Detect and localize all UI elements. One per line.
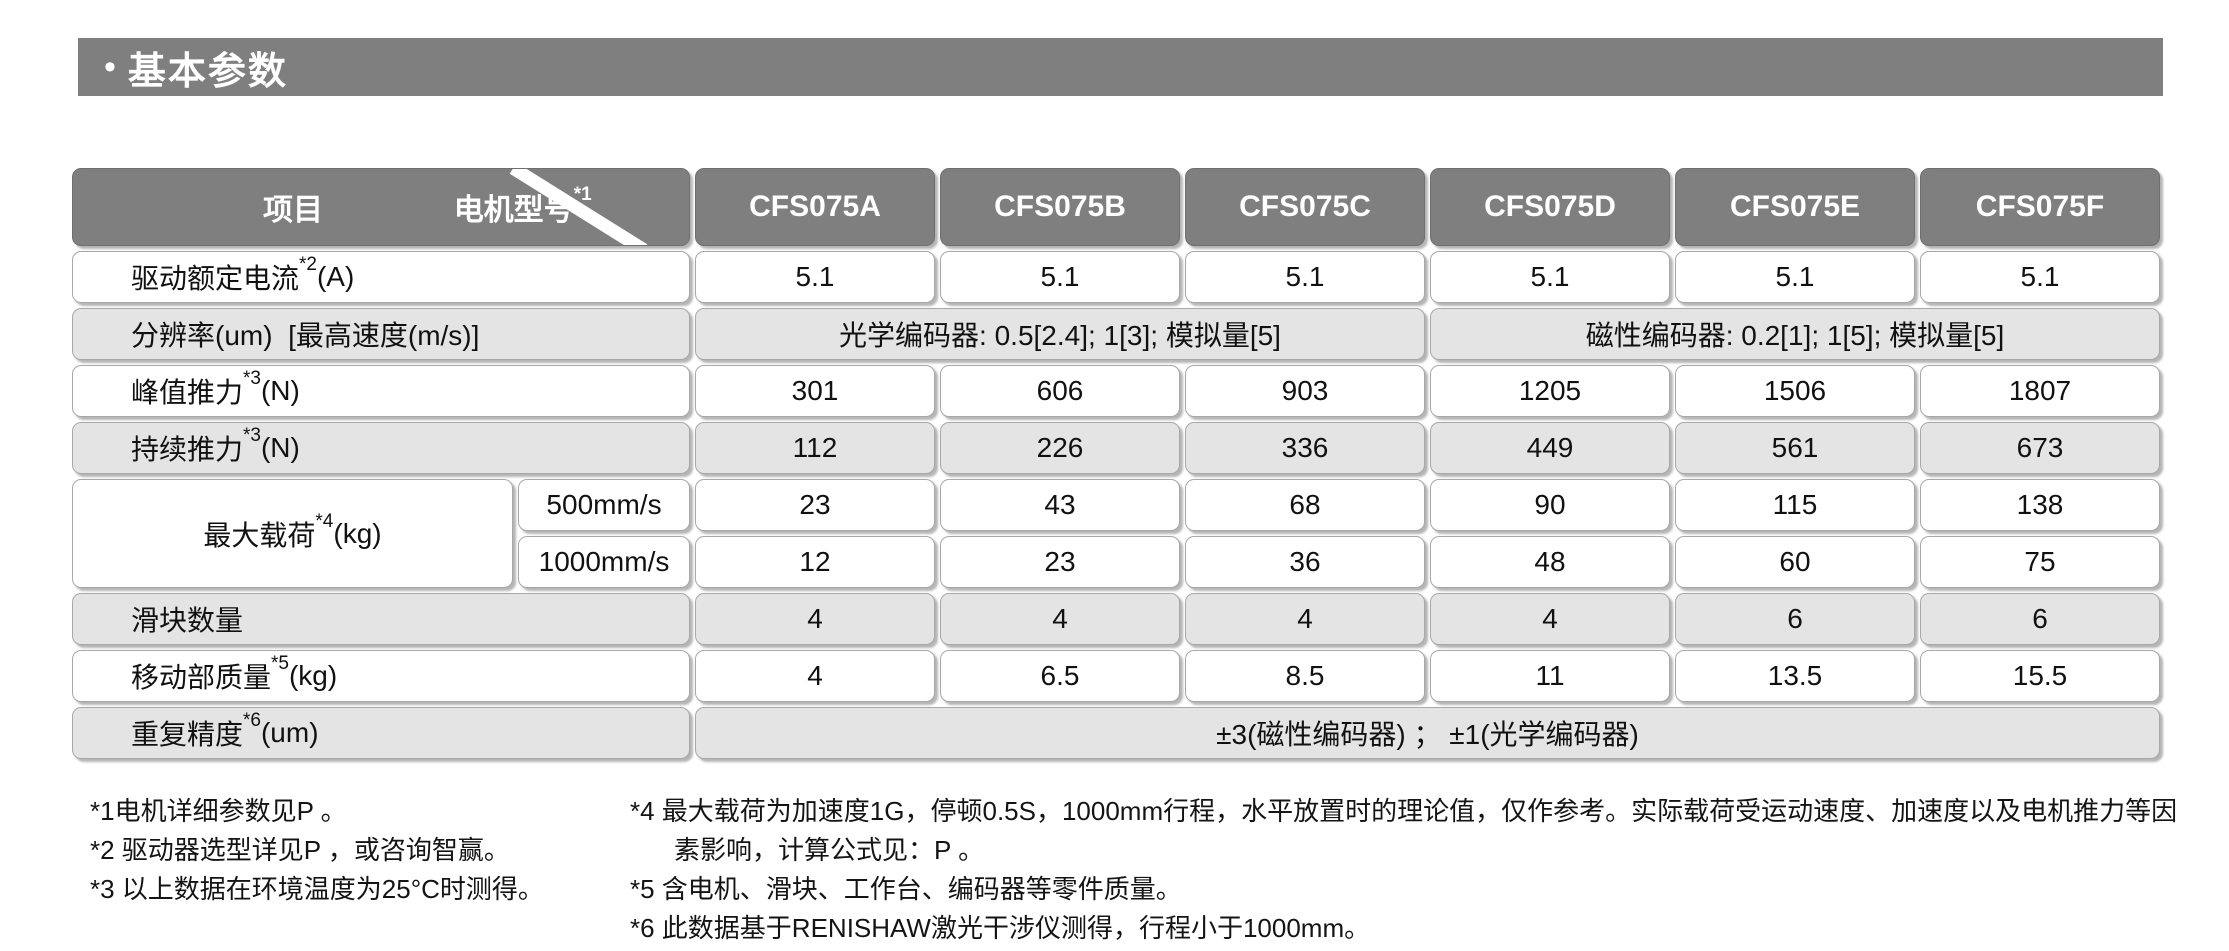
value-cell: 561 [1675,422,1915,474]
row-label-slider-count: 滑块数量 [72,593,690,645]
value-cell: 4 [1185,593,1425,645]
value-cell: 4 [695,650,935,702]
value-cell: 1205 [1430,365,1670,417]
value-cell: 606 [940,365,1180,417]
row-label-sup: *3 [243,368,261,389]
row-label-unit: (kg) [288,660,338,691]
value-cell-optical-encoder: 光学编码器: 0.5[2.4]; 1[3]; 模拟量[5] [695,308,1425,360]
row-label-sup: *6 [243,710,261,731]
value-cell: 115 [1675,479,1915,531]
value-cell: 36 [1185,536,1425,588]
row-label-text: 峰值推力 [131,377,244,408]
row-label-sup: *2 [299,254,317,275]
value-cell: 48 [1430,536,1670,588]
row-label-peak-thrust: 峰值推力 *3 (N) [72,365,690,417]
value-cell: 903 [1185,365,1425,417]
value-cell: 4 [1430,593,1670,645]
value-cell: 68 [1185,479,1425,531]
row-label-max-load: 最大载荷 *4 (kg) [72,479,513,588]
value-cell: 5.1 [1675,251,1915,303]
value-cell: 8.5 [1185,650,1425,702]
footnotes-right-column: *4 最大载荷为加速度1G，停顿0.5S，1000mm行程，水平放置时的理论值，… [630,792,2195,948]
column-header-cfs075b: CFS075B [940,168,1180,246]
value-cell: 13.5 [1675,650,1915,702]
row-label-text: 最大载荷 [203,519,316,551]
column-header-cfs075c: CFS075C [1185,168,1425,246]
value-cell: 301 [695,365,935,417]
corner-item-label: 项目 [263,194,323,227]
value-cell: 23 [940,536,1180,588]
value-cell: 6.5 [940,650,1180,702]
row-label-unit: (kg) [333,517,382,549]
value-cell: 1506 [1675,365,1915,417]
value-cell: 23 [695,479,935,531]
value-cell: 5.1 [1430,251,1670,303]
row-label-unit: (N) [260,375,300,406]
footnote-4: *4 最大载荷为加速度1G，停顿0.5S，1000mm行程，水平放置时的理论值，… [630,796,2178,865]
column-header-cfs075e: CFS075E [1675,168,1915,246]
value-cell: 138 [1920,479,2160,531]
row-label-resolution: 分辨率(um) [最高速度(m/s)] [72,308,690,360]
value-cell: 5.1 [940,251,1180,303]
title-bullet-icon: • [104,48,116,86]
row-label-sup: *5 [271,653,289,674]
row-label-text: 驱动额定电流 [131,263,300,294]
corner-header-cell: 项目 电机型号 *1 [72,168,690,246]
column-header-cfs075d: CFS075D [1430,168,1670,246]
row-label-text: 持续推力 [131,434,244,465]
row-label-continuous-thrust: 持续推力 *3 (N) [72,422,690,474]
sub-label-speed-1000: 1000mm/s [518,536,690,588]
footnote-6: *6 此数据基于RENISHAW激光干涉仪测得，行程小于1000mm。 [630,913,1371,943]
value-cell: 5.1 [695,251,935,303]
row-label-sup: *4 [315,510,334,532]
row-label-unit: (A) [316,261,355,292]
value-cell: 4 [940,593,1180,645]
value-cell: 226 [940,422,1180,474]
value-cell: 6 [1675,593,1915,645]
footnote-3: *3 以上数据在环境温度为25°C时测得。 [90,874,544,904]
value-cell: 4 [695,593,935,645]
value-cell: 5.1 [1920,251,2160,303]
row-label-repeatability: 重复精度 *6 (um) [72,707,690,759]
value-cell: 90 [1430,479,1670,531]
row-label-rated-current: 驱动额定电流 *2 (A) [72,251,690,303]
value-cell: 449 [1430,422,1670,474]
sub-label-speed-500: 500mm/s [518,479,690,531]
column-header-cfs075f: CFS075F [1920,168,2160,246]
value-cell-magnetic-encoder: 磁性编码器: 0.2[1]; 1[5]; 模拟量[5] [1430,308,2160,360]
page-title: 基本参数 [127,50,288,93]
footnotes-left-column: *1电机详细参数见P 。 *2 驱动器选型详见P ，或咨询智赢。 *3 以上数据… [90,792,630,909]
footnote-1: *1电机详细参数见P 。 [90,796,347,826]
value-cell: 12 [695,536,935,588]
value-cell: 336 [1185,422,1425,474]
row-label-text: 移动部质量 [131,662,272,693]
section-title-banner: • 基本参数 [78,38,2163,96]
row-label-text: 重复精度 [131,719,244,750]
value-cell: 673 [1920,422,2160,474]
value-cell: 15.5 [1920,650,2160,702]
value-cell: 112 [695,422,935,474]
value-cell: 43 [940,479,1180,531]
value-cell: 60 [1675,536,1915,588]
row-label-text: 分辨率(um) [最高速度(m/s)] [131,320,480,351]
value-cell: 1807 [1920,365,2160,417]
row-label-unit: (um) [260,717,319,748]
value-cell: 11 [1430,650,1670,702]
footnote-2: *2 驱动器选型详见P ，或咨询智赢。 [90,835,510,865]
value-cell: 6 [1920,593,2160,645]
column-header-cfs075a: CFS075A [695,168,935,246]
value-cell: 75 [1920,536,2160,588]
value-cell-repeatability: ±3(磁性编码器) ； ±1(光学编码器) [695,707,2160,759]
row-label-unit: (N) [260,432,300,463]
row-label-sup: *3 [243,425,261,446]
spec-table: 项目 电机型号 *1 CFS075A CFS075B CFS075C CFS075… [72,168,2160,759]
corner-model-sup: *1 [573,184,592,205]
footnotes: *1电机详细参数见P 。 *2 驱动器选型详见P ，或咨询智赢。 *3 以上数据… [90,792,2195,948]
footnote-5: *5 含电机、滑块、工作台、编码器等零件质量。 [630,874,1182,904]
row-label-moving-mass: 移动部质量 *5 (kg) [72,650,690,702]
row-label-text: 滑块数量 [131,605,244,636]
value-cell: 5.1 [1185,251,1425,303]
